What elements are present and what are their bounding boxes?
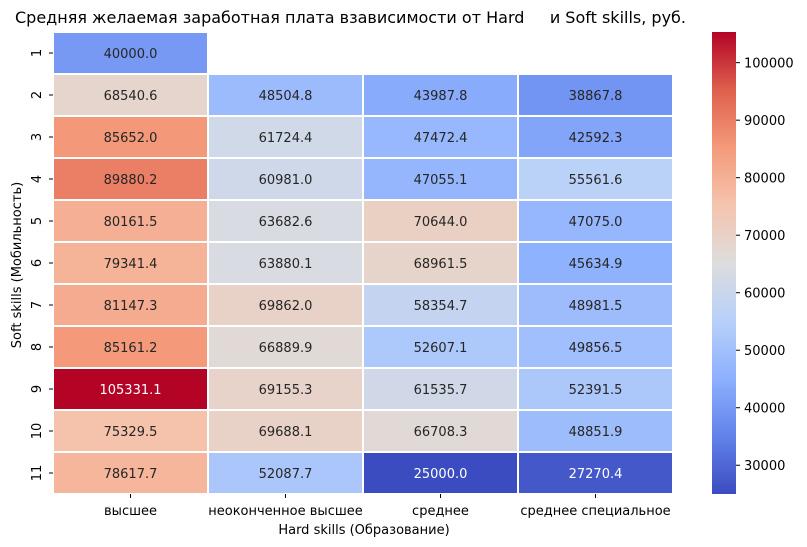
y-tick-label: 2 [30, 91, 45, 99]
cell-value-label: 79341.4 [104, 257, 158, 272]
cell-value-label: 43987.8 [414, 89, 468, 104]
cell-value-label: 89880.2 [104, 173, 158, 188]
cell-value-label: 47055.1 [414, 173, 468, 188]
cell-value-label: 40000.0 [104, 47, 158, 62]
y-tick-label: 10 [30, 423, 45, 440]
y-tick-label: 4 [30, 175, 45, 183]
heatmap-cell [362, 199, 519, 243]
colorbar-tick-label: 70000 [744, 229, 785, 244]
cell-value-label: 52607.1 [414, 341, 468, 356]
x-tick-label: среднее [412, 504, 469, 519]
y-axis-label: Soft skills (Мобильность) [10, 182, 25, 348]
cell-value-label: 48981.5 [569, 299, 623, 314]
cell-value-label: 52391.5 [569, 383, 623, 398]
chart-title: Средняя желаемая заработная плата взавис… [15, 8, 686, 27]
cell-value-label: 105331.1 [99, 383, 161, 398]
y-tick-label: 7 [30, 301, 45, 309]
cell-value-label: 58354.7 [414, 299, 468, 314]
cell-value-label: 61724.4 [259, 131, 313, 146]
x-axis-label: Hard skills (Образование) [278, 523, 449, 538]
heatmap-cell [362, 241, 519, 285]
y-tick-label: 1 [30, 49, 45, 57]
heatmap-cell [362, 157, 519, 201]
cell-value-label: 66889.9 [259, 341, 313, 356]
y-tick-label: 3 [30, 133, 45, 141]
cell-value-label: 69688.1 [259, 425, 313, 440]
cell-value-label: 49856.5 [569, 341, 623, 356]
x-tick-label: среднее специальное [520, 504, 670, 519]
cell-value-label: 85161.2 [104, 341, 158, 356]
heatmap-cell [517, 367, 674, 411]
cell-value-label: 69862.0 [259, 299, 313, 314]
cell-value-label: 48504.8 [259, 89, 313, 104]
cell-value-label: 38867.8 [569, 89, 623, 104]
colorbar-tick-label: 90000 [744, 114, 785, 129]
cell-value-label: 55561.6 [569, 173, 623, 188]
cell-value-label: 63682.6 [259, 215, 313, 230]
colorbar [712, 32, 736, 494]
heatmap-cells: 40000.0 68540.6 48504.8 43987.8 38867.8 85652… [52, 31, 674, 495]
heatmap-cell [52, 199, 209, 243]
cell-value-label: 52087.7 [259, 467, 313, 482]
heatmap-cell [517, 325, 674, 369]
cell-value-label: 78617.7 [104, 467, 158, 482]
heatmap-cell [52, 283, 209, 327]
y-tick-label: 5 [30, 217, 45, 225]
heatmap-cell [362, 115, 519, 159]
cell-value-label: 75329.5 [104, 425, 158, 440]
x-tick-label: высшее [104, 504, 157, 519]
cell-value-label: 80161.5 [104, 215, 158, 230]
heatmap-cell [207, 283, 364, 327]
cell-value-label: 42592.3 [569, 131, 623, 146]
cell-value-label: 48851.9 [569, 425, 623, 440]
y-tick-label: 8 [30, 343, 45, 351]
cell-value-label: 27270.4 [569, 467, 623, 482]
heatmap-cell [52, 73, 209, 117]
x-tick-label: неоконченное высшее [208, 504, 362, 519]
heatmap-cell [362, 409, 519, 453]
cell-value-label: 66708.3 [414, 425, 468, 440]
cell-value-label: 45634.9 [569, 257, 623, 272]
cell-value-label: 69155.3 [259, 383, 313, 398]
cell-value-label: 63880.1 [259, 257, 313, 272]
cell-value-label: 68540.6 [104, 89, 158, 104]
cell-value-label: 61535.7 [414, 383, 468, 398]
y-tick-label: 6 [30, 259, 45, 267]
heatmap-cell [207, 325, 364, 369]
colorbar-ticks: 30000 40000 50000 60000 70000 80000 90000 10000… [736, 57, 794, 474]
y-tick-label: 9 [30, 385, 45, 393]
cell-value-label: 47472.4 [414, 131, 468, 146]
cell-value-label: 25000.0 [414, 467, 468, 482]
x-tick-labels: высшее неоконченное высшее среднее среднее … [104, 494, 671, 519]
heatmap-cell [517, 199, 674, 243]
cell-value-label: 70644.0 [414, 215, 468, 230]
colorbar-tick-label: 80000 [744, 172, 785, 187]
heatmap-cell [517, 409, 674, 453]
cell-value-label: 81147.3 [104, 299, 158, 314]
y-tick-labels: 1 2 3 4 5 6 7 8 9 10 11 [30, 49, 53, 481]
heatmap-cell [517, 241, 674, 285]
colorbar-tick-label: 40000 [744, 402, 785, 417]
heatmap-cell [207, 367, 364, 411]
colorbar-tick-label: 100000 [744, 57, 794, 72]
y-tick-label: 11 [30, 465, 45, 482]
colorbar-tick-label: 60000 [744, 287, 785, 302]
cell-value-label: 47075.0 [569, 215, 623, 230]
cell-value-label: 60981.0 [259, 173, 313, 188]
cell-value-label: 85652.0 [104, 131, 158, 146]
colorbar-tick-label: 30000 [744, 459, 785, 474]
heatmap-cell [207, 241, 364, 285]
cell-value-label: 68961.5 [414, 257, 468, 272]
colorbar-tick-label: 50000 [744, 344, 785, 359]
